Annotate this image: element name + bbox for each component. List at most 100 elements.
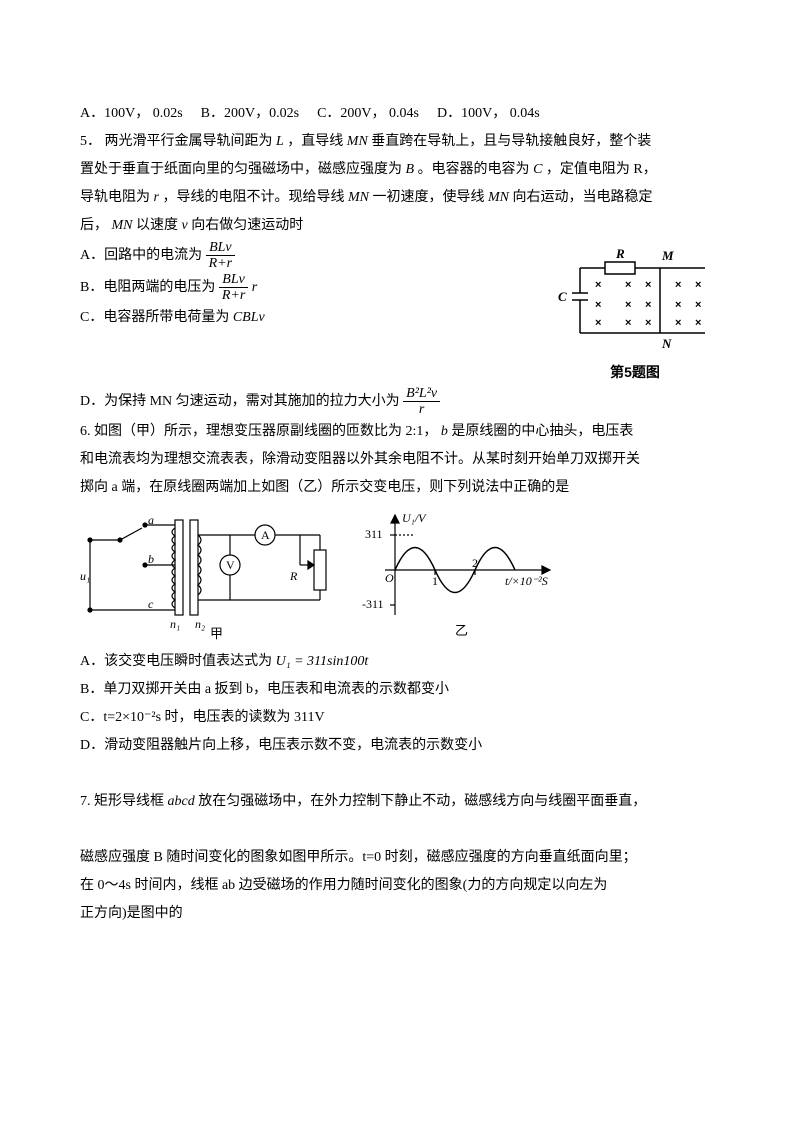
q6-t2: 2 (472, 556, 478, 570)
q4-opt-d: D．100V， 0.04s (437, 100, 540, 128)
q6-fig-a: a (148, 513, 154, 527)
svg-text:×: × (595, 317, 601, 329)
q6-num: 6. (80, 424, 91, 439)
q5-fig-C: C (558, 289, 567, 304)
q5-fig-caption: 第5题图 (550, 358, 720, 386)
q7-num: 7. (80, 794, 91, 809)
q5-optC-expr: CBLv (233, 310, 265, 325)
svg-text:×: × (695, 279, 701, 291)
q6-b: b (441, 424, 448, 439)
q5-fracB-n: BLv (219, 272, 248, 288)
q7-line3: 在 0～4s 时间内，线框 ab 边受磁场的作用力随时间变化的图象(力的方向规定… (80, 872, 720, 900)
q6-graph-svg: U₁/V 311 -311 O 1 2 t/×10⁻²S 乙 (360, 510, 560, 640)
q6-opt-a: A．该交变电压瞬时值表达式为 U₁ = 311sin100t (80, 648, 720, 676)
q6-s1: 如图（甲）所示，理想变压器原副线圈的匝数比为 2:1， (94, 424, 437, 439)
q6-ymax: 311 (365, 527, 383, 541)
svg-text:×: × (695, 317, 701, 329)
q5-fracD: B²L²v r (403, 386, 440, 418)
q5-line2: 置处于垂直于纸面向里的匀强磁场中，磁感应强度为 B 。电容器的电容为 C ，定值… (80, 156, 720, 184)
q6-fig-u1: u₁ (80, 569, 90, 583)
q7-stem: 7. 矩形导线框 abcd 放在匀强磁场中，在外力控制下静止不动，磁感线方向与线… (80, 788, 720, 816)
q6-s2: 是原线圈的中心抽头，电压表 (451, 424, 633, 439)
q5-line3: 导轨电阻为 r ，导线的电阻不计。现给导线 MN 一初速度，使导线 MN 向右运… (80, 184, 720, 212)
svg-text:×: × (695, 299, 701, 311)
q6-opt-b: B．单刀双掷开关由 a 扳到 b，电压表和电流表的示数都变小 (80, 676, 720, 704)
svg-text:×: × (625, 299, 631, 311)
q6-cap1: 甲 (210, 626, 223, 640)
svg-text:×: × (675, 299, 681, 311)
q6-circuit-svg: a b c u₁ n₁ n₂ A V R 甲 (80, 510, 340, 640)
q6-fig-V: V (226, 558, 235, 572)
q6-opt-c: C．t=2×10⁻²s 时，电压表的读数为 311V (80, 704, 720, 732)
q5-fracA: BLv R+r (206, 240, 235, 272)
q5-fracB-tail: r (252, 280, 257, 295)
q6-ylabel: U₁/V (402, 511, 427, 525)
q5-l2b: 。电容器的电容为 (418, 162, 530, 177)
q5-stem: 5． 两光滑平行金属导轨间距为 L ，直导线 MN 垂直跨在导轨上，且与导轨接触… (80, 128, 720, 156)
q5-r: r (154, 190, 159, 205)
q6-fig-A: A (261, 528, 270, 542)
q6-line3: 掷向 a 端，在原线圈两端加上如图（乙）所示交变电压，则下列说法中正确的是 (80, 474, 720, 502)
q6-t1: 1 (432, 574, 438, 588)
q5-l3c: 一初速度，使导线 (372, 190, 484, 205)
q6-xlabel: t/×10⁻²S (505, 574, 548, 588)
q6-optA-pre: A．该交变电压瞬时值表达式为 (80, 654, 272, 669)
q5-optD-text: D．为保持 MN 匀速运动，需对其施加的拉力大小为 (80, 394, 400, 409)
q5-v: v (182, 218, 188, 233)
q5-fracA-d: R+r (206, 256, 235, 271)
q5-MN1: MN (347, 134, 368, 149)
q5-MN4: MN (112, 218, 133, 233)
svg-text:×: × (645, 317, 651, 329)
q5-optB-text: B．电阻两端的电压为 (80, 280, 215, 295)
q6-fig-R: R (289, 569, 298, 583)
q5-B: B (406, 162, 415, 177)
q5-fig-M: M (661, 248, 674, 263)
q5-L: L (276, 134, 284, 149)
svg-text:×: × (675, 317, 681, 329)
q5-l4b: 以速度 (136, 218, 178, 233)
q5-C: C (533, 162, 542, 177)
q5-fracB-d: R+r (219, 288, 248, 303)
q5-l3b: ，导线的电阻不计。现给导线 (162, 190, 344, 205)
q5-l2c: ，定值电阻为 R， (546, 162, 657, 177)
q7-line4: 正方向)是图中的 (80, 900, 720, 928)
svg-text:×: × (625, 317, 631, 329)
q5-options-block: A．回路中的电流为 BLv R+r B．电阻两端的电压为 BLv R+r r C… (80, 240, 720, 386)
q6-fig-n2: n₂ (195, 617, 205, 631)
q5-num: 5． (80, 134, 101, 149)
q7-line2: 磁感应强度 B 随时间变化的图象如图甲所示。t=0 时刻，磁感应强度的方向垂直纸… (80, 844, 720, 872)
svg-text:×: × (595, 279, 601, 291)
q5-figure: R M N C ××× ×× ××× ×× ××× ×× 第5题图 (550, 248, 720, 386)
q4-options: A．100V， 0.02s B．200V，0.02s C．200V， 0.04s… (80, 100, 720, 128)
q6-O: O (385, 571, 394, 585)
q6-optA-expr: U₁ = 311sin100t (276, 654, 369, 669)
q5-s3: 垂直跨在导轨上，且与导轨接触良好，整个装 (371, 134, 651, 149)
q6-fig-b: b (148, 552, 154, 566)
q5-optC-pre: C．电容器所带电荷量为 (80, 310, 229, 325)
q5-opt-c: C．电容器所带电荷量为 CBLv (80, 304, 550, 332)
svg-text:×: × (675, 279, 681, 291)
q5-MN2: MN (348, 190, 369, 205)
q5-fracD-d: r (403, 402, 440, 417)
q5-fracB: BLv R+r (219, 272, 248, 304)
q6-opt-d: D．滑动变阻器触片向上移，电压表示数不变，电流表的示数变小 (80, 732, 720, 760)
q7-abcd: abcd (168, 794, 195, 809)
q5-s1: 两光滑平行金属导轨间距为 (105, 134, 273, 149)
q5-fracA-n: BLv (206, 240, 235, 256)
q6-fig-n1: n₁ (170, 617, 180, 631)
q6-cap2: 乙 (455, 623, 468, 638)
q4-opt-c: C．200V， 0.04s (317, 100, 419, 128)
svg-text:×: × (645, 299, 651, 311)
q5-circuit-svg: R M N C ××× ×× ××× ×× ××× ×× (550, 248, 710, 358)
q5-l3a: 导轨电阻为 (80, 190, 150, 205)
q5-opt-b: B．电阻两端的电压为 BLv R+r r (80, 272, 550, 304)
q5-opt-a: A．回路中的电流为 BLv R+r (80, 240, 550, 272)
q6-ymin: -311 (362, 597, 384, 611)
q5-opt-d: D．为保持 MN 匀速运动，需对其施加的拉力大小为 B²L²v r (80, 386, 720, 418)
q5-fracD-n: B²L²v (403, 386, 440, 402)
q7-s1b: 放在匀强磁场中，在外力控制下静止不动，磁感线方向与线圈平面垂直， (198, 794, 646, 809)
q6-stem: 6. 如图（甲）所示，理想变压器原副线圈的匝数比为 2:1， b 是原线圈的中心… (80, 418, 720, 446)
q5-optA-text: A．回路中的电流为 (80, 248, 202, 263)
q5-l4a: 后， (80, 218, 108, 233)
q5-l4c: 向右做匀速运动时 (191, 218, 303, 233)
